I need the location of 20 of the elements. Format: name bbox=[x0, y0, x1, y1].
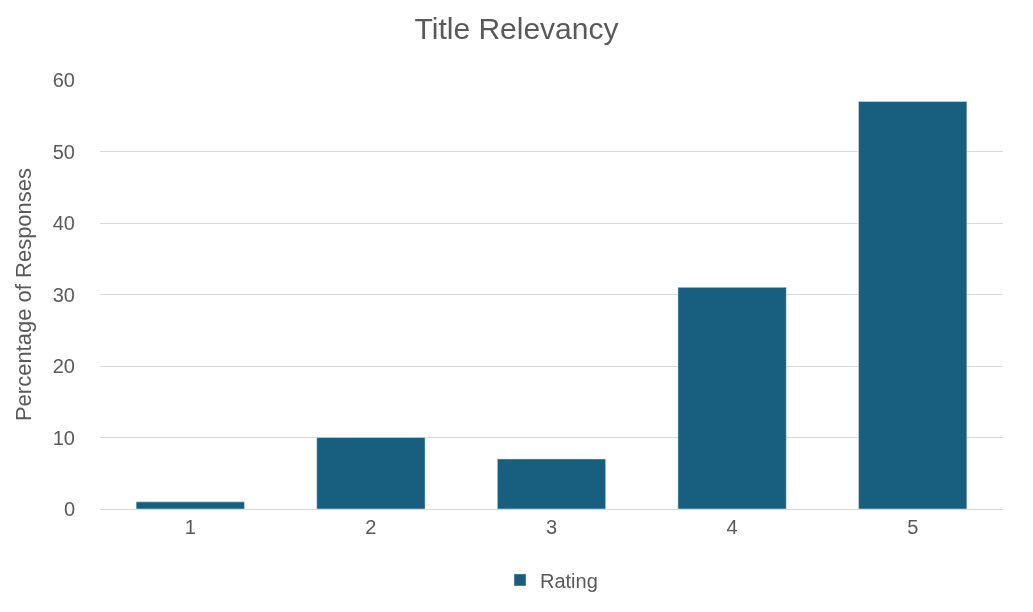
bar bbox=[316, 437, 426, 509]
chart-title: Title Relevancy bbox=[414, 12, 619, 46]
x-tick-label: 2 bbox=[365, 516, 377, 538]
y-tick-label: 60 bbox=[52, 69, 75, 91]
y-axis-title: Percentage of Responses bbox=[10, 167, 36, 422]
x-tick-label: 3 bbox=[545, 516, 558, 538]
y-tick-label: 30 bbox=[52, 283, 75, 306]
y-tick-label: 20 bbox=[52, 355, 75, 377]
legend-label: Rating bbox=[540, 569, 598, 592]
y-tick-label: 40 bbox=[52, 212, 75, 234]
x-tick-label: 5 bbox=[907, 516, 919, 538]
y-tick-label: 50 bbox=[52, 140, 75, 163]
y-tick-label: 0 bbox=[63, 498, 75, 520]
bar bbox=[858, 101, 968, 509]
bar bbox=[135, 501, 245, 509]
bar bbox=[497, 458, 606, 509]
x-tick-label: 1 bbox=[184, 516, 196, 538]
y-tick-label: 10 bbox=[52, 426, 75, 449]
bar bbox=[677, 287, 787, 509]
x-tick-label: 4 bbox=[726, 516, 738, 538]
